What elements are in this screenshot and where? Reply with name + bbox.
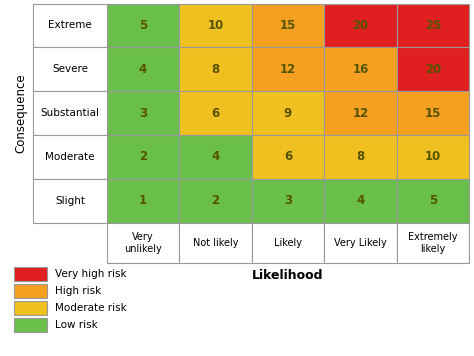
Bar xyxy=(14,267,47,281)
Bar xyxy=(252,135,324,179)
Bar xyxy=(397,135,469,179)
Text: 20: 20 xyxy=(425,63,441,76)
Bar xyxy=(324,222,397,263)
Text: 8: 8 xyxy=(211,63,219,76)
Text: Likely: Likely xyxy=(274,238,302,248)
Text: 9: 9 xyxy=(284,106,292,120)
Text: 3: 3 xyxy=(284,194,292,207)
Text: 10: 10 xyxy=(425,150,441,163)
Text: 6: 6 xyxy=(211,106,219,120)
Bar xyxy=(179,91,252,135)
Bar xyxy=(252,4,324,47)
Bar xyxy=(324,179,397,222)
Bar xyxy=(397,179,469,222)
Text: 3: 3 xyxy=(139,106,147,120)
Bar xyxy=(252,47,324,91)
Text: Not likely: Not likely xyxy=(193,238,238,248)
Text: Extremely
likely: Extremely likely xyxy=(408,232,458,254)
Text: 15: 15 xyxy=(425,106,441,120)
Text: 2: 2 xyxy=(211,194,219,207)
Bar xyxy=(107,4,179,47)
Bar xyxy=(179,222,252,263)
Bar xyxy=(397,222,469,263)
Text: Very Likely: Very Likely xyxy=(334,238,387,248)
Bar xyxy=(33,91,107,135)
Bar xyxy=(324,91,397,135)
Bar xyxy=(179,135,252,179)
Bar xyxy=(33,179,107,222)
Text: Moderate: Moderate xyxy=(45,152,95,162)
Text: Low risk: Low risk xyxy=(55,320,97,330)
Bar xyxy=(107,91,179,135)
Bar xyxy=(397,47,469,91)
Text: High risk: High risk xyxy=(55,286,101,296)
Bar xyxy=(33,4,107,47)
Bar xyxy=(397,91,469,135)
Bar xyxy=(324,47,397,91)
Bar xyxy=(324,4,397,47)
Text: 10: 10 xyxy=(207,19,224,32)
Text: 8: 8 xyxy=(356,150,365,163)
Bar xyxy=(14,301,47,315)
Bar xyxy=(252,179,324,222)
Text: 12: 12 xyxy=(352,106,369,120)
Bar xyxy=(107,47,179,91)
Text: 4: 4 xyxy=(211,150,219,163)
Text: 25: 25 xyxy=(425,19,441,32)
Text: Very
unlikely: Very unlikely xyxy=(124,232,162,254)
Bar xyxy=(14,318,47,332)
Text: Severe: Severe xyxy=(52,64,88,74)
Text: 5: 5 xyxy=(429,194,437,207)
Text: 4: 4 xyxy=(356,194,365,207)
Bar xyxy=(33,47,107,91)
Text: 15: 15 xyxy=(280,19,296,32)
Text: Substantial: Substantial xyxy=(40,108,100,118)
Text: 6: 6 xyxy=(284,150,292,163)
Text: 1: 1 xyxy=(139,194,147,207)
Text: 20: 20 xyxy=(352,19,369,32)
Text: 12: 12 xyxy=(280,63,296,76)
Text: Slight: Slight xyxy=(55,195,85,206)
Text: Likelihood: Likelihood xyxy=(252,268,324,282)
Text: 16: 16 xyxy=(352,63,369,76)
Bar xyxy=(252,222,324,263)
Text: 4: 4 xyxy=(139,63,147,76)
Bar xyxy=(107,222,179,263)
Text: 2: 2 xyxy=(139,150,147,163)
Bar xyxy=(107,135,179,179)
Bar xyxy=(179,179,252,222)
Text: Extreme: Extreme xyxy=(48,20,92,31)
Text: 5: 5 xyxy=(139,19,147,32)
Bar xyxy=(33,135,107,179)
Bar xyxy=(179,47,252,91)
Bar xyxy=(179,4,252,47)
Bar xyxy=(397,4,469,47)
Text: Consequence: Consequence xyxy=(15,73,28,153)
Bar xyxy=(252,91,324,135)
Bar xyxy=(324,135,397,179)
Text: Moderate risk: Moderate risk xyxy=(55,303,126,313)
Bar xyxy=(107,179,179,222)
Text: Very high risk: Very high risk xyxy=(55,269,126,279)
Bar xyxy=(14,284,47,298)
